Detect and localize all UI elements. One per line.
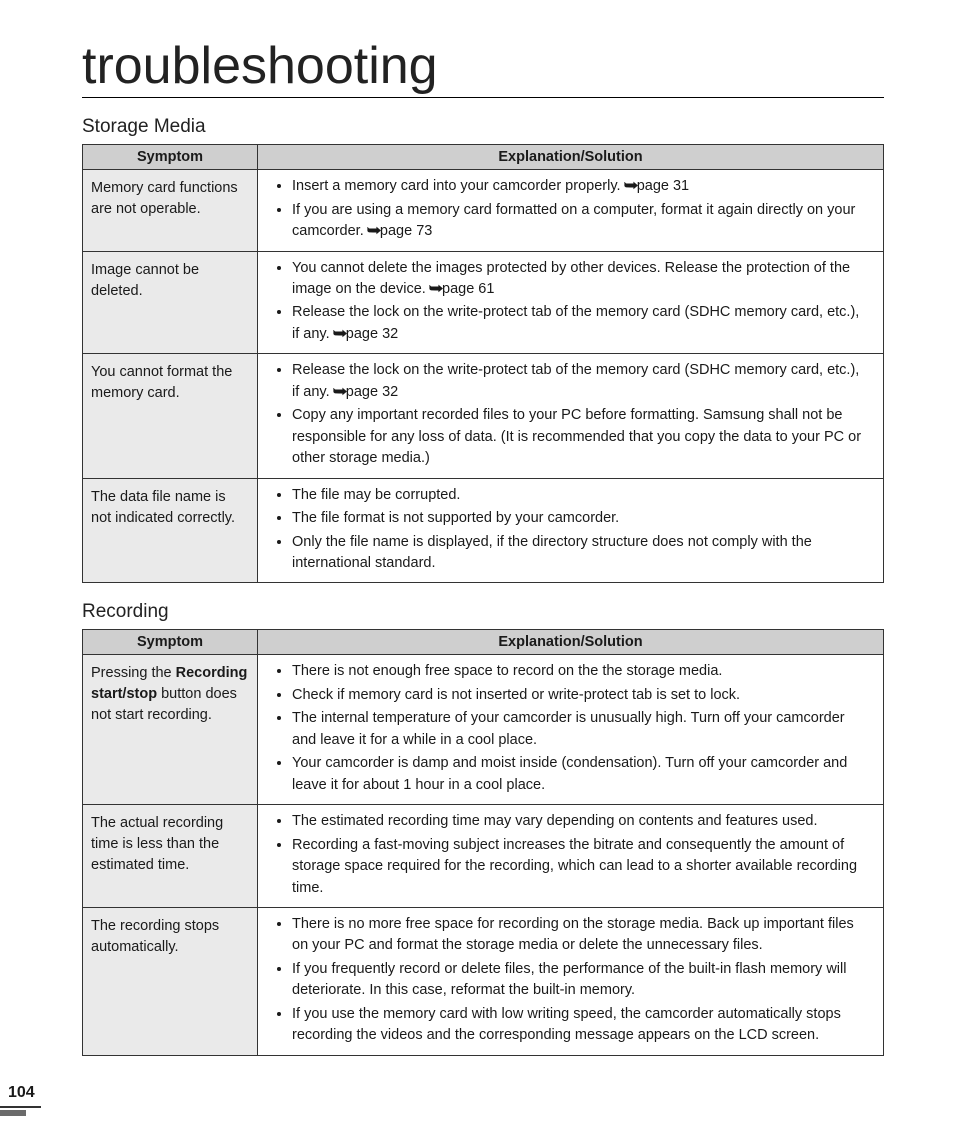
column-header-symptom: Symptom [83, 630, 258, 655]
page-number: 104 [0, 1084, 41, 1108]
solution-text: If you use the memory card with low writ… [292, 1006, 841, 1043]
page-ref-arrow-icon: ➥ [332, 324, 347, 345]
list-item: There is no more free space for recordin… [292, 914, 867, 957]
symptom-cell: You cannot format the memory card. [83, 354, 258, 478]
solution-cell: Release the lock on the write-protect ta… [258, 354, 884, 478]
solution-cell: There is no more free space for recordin… [258, 907, 884, 1055]
sections-container: Storage MediaSymptomExplanation/Solution… [82, 116, 884, 1056]
section-heading: Storage Media [82, 116, 884, 138]
solution-cell: Insert a memory card into your camcorder… [258, 170, 884, 251]
symptom-cell: Pressing the Recording start/stop button… [83, 655, 258, 805]
solution-text: The file format is not supported by your… [292, 510, 619, 526]
table-row: Memory card functions are not operable. I… [83, 170, 884, 251]
column-header-solution: Explanation/Solution [258, 145, 884, 170]
solution-text: Copy any important recorded files to you… [292, 407, 861, 466]
column-header-symptom: Symptom [83, 145, 258, 170]
page-number-block: 104 [0, 1084, 41, 1116]
list-item: The file format is not supported by your… [292, 508, 867, 529]
troubleshooting-table: SymptomExplanation/SolutionMemory card f… [82, 144, 884, 583]
page-title: troubleshooting [82, 38, 884, 98]
solution-text: There is no more free space for recordin… [292, 916, 854, 953]
column-header-solution: Explanation/Solution [258, 630, 884, 655]
table-row: You cannot format the memory card. Releas… [83, 354, 884, 478]
page-ref-arrow-icon: ➥ [623, 176, 638, 197]
list-item: If you frequently record or delete files… [292, 959, 867, 1002]
solution-list: There is not enough free space to record… [258, 661, 877, 796]
page-ref-arrow-icon: ➥ [332, 382, 347, 403]
page-number-underline [0, 1110, 26, 1116]
solution-text: Insert a memory card into your camcorder… [292, 178, 625, 194]
list-item: Insert a memory card into your camcorder… [292, 176, 867, 197]
solution-text: Recording a fast-moving subject increase… [292, 837, 857, 896]
bottom-spacer [82, 1056, 884, 1124]
section-heading: Recording [82, 601, 884, 623]
list-item: Check if memory card is not inserted or … [292, 685, 867, 706]
table-row: Image cannot be deleted. You cannot delet… [83, 251, 884, 354]
troubleshooting-table: SymptomExplanation/SolutionPressing the … [82, 629, 884, 1055]
list-item: Recording a fast-moving subject increase… [292, 835, 867, 899]
page-ref: page 31 [637, 178, 689, 194]
symptom-text: Pressing the [91, 665, 176, 681]
solution-text: Your camcorder is damp and moist inside … [292, 755, 847, 792]
list-item: Copy any important recorded files to you… [292, 405, 867, 469]
list-item: The internal temperature of your camcord… [292, 708, 867, 751]
list-item: There is not enough free space to record… [292, 661, 867, 682]
page-ref-arrow-icon: ➥ [367, 221, 382, 242]
solution-text: The file may be corrupted. [292, 487, 460, 503]
solution-list: Release the lock on the write-protect ta… [258, 360, 877, 469]
page-ref: page 32 [346, 326, 398, 342]
list-item: Your camcorder is damp and moist inside … [292, 753, 867, 796]
page-ref: page 73 [380, 223, 432, 239]
solution-cell: You cannot delete the images protected b… [258, 251, 884, 354]
list-item: Only the file name is displayed, if the … [292, 532, 867, 575]
list-item: Release the lock on the write-protect ta… [292, 302, 867, 345]
list-item: The file may be corrupted. [292, 485, 867, 506]
symptom-cell: The data file name is not indicated corr… [83, 478, 258, 583]
solution-list: You cannot delete the images protected b… [258, 258, 877, 346]
table-row: The data file name is not indicated corr… [83, 478, 884, 583]
manual-page: troubleshooting Storage MediaSymptomExpl… [0, 0, 954, 1144]
symptom-cell: Image cannot be deleted. [83, 251, 258, 354]
page-ref: page 61 [442, 281, 494, 297]
page-ref: page 32 [346, 384, 398, 400]
solution-cell: The estimated recording time may vary de… [258, 805, 884, 908]
solution-list: The file may be corrupted. The file forma… [258, 485, 877, 575]
table-row: Pressing the Recording start/stop button… [83, 655, 884, 805]
solution-list: There is no more free space for recordin… [258, 914, 877, 1047]
solution-list: The estimated recording time may vary de… [258, 811, 877, 899]
solution-cell: There is not enough free space to record… [258, 655, 884, 805]
solution-text: You cannot delete the images protected b… [292, 260, 850, 297]
page-ref-arrow-icon: ➥ [429, 279, 444, 300]
list-item: The estimated recording time may vary de… [292, 811, 867, 832]
solution-text: Only the file name is displayed, if the … [292, 534, 812, 571]
solution-list: Insert a memory card into your camcorder… [258, 176, 877, 242]
list-item: You cannot delete the images protected b… [292, 258, 867, 301]
table-row: The actual recording time is less than t… [83, 805, 884, 908]
list-item: If you are using a memory card formatted… [292, 200, 867, 243]
solution-text: Check if memory card is not inserted or … [292, 687, 740, 703]
list-item: If you use the memory card with low writ… [292, 1004, 867, 1047]
symptom-cell: Memory card functions are not operable. [83, 170, 258, 251]
solution-text: The estimated recording time may vary de… [292, 813, 818, 829]
list-item: Release the lock on the write-protect ta… [292, 360, 867, 403]
solution-text: If you frequently record or delete files… [292, 961, 846, 998]
solution-text: The internal temperature of your camcord… [292, 710, 845, 747]
symptom-cell: The actual recording time is less than t… [83, 805, 258, 908]
table-row: The recording stops automatically. There … [83, 907, 884, 1055]
solution-text: There is not enough free space to record… [292, 663, 722, 679]
symptom-cell: The recording stops automatically. [83, 907, 258, 1055]
solution-cell: The file may be corrupted. The file forma… [258, 478, 884, 583]
